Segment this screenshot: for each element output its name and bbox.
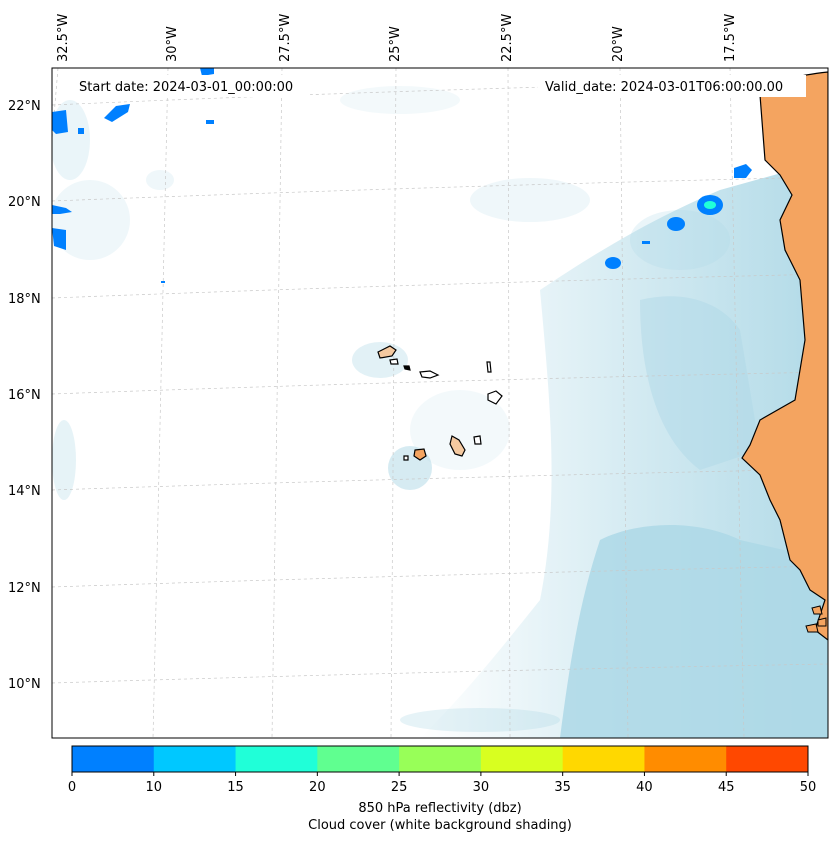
colorbar-swatch xyxy=(480,746,564,772)
colorbar-swatch xyxy=(399,746,482,772)
colorbar-frame xyxy=(71,745,809,773)
reflectivity-cell xyxy=(200,68,214,76)
reflectivity-cell xyxy=(78,128,84,134)
island-santa-luzia xyxy=(403,365,411,371)
start-date-text: Start date: 2024-03-01_00:00:00 xyxy=(79,80,293,95)
island-boa-vista xyxy=(487,390,503,405)
colorbar-tick-label: 35 xyxy=(554,780,571,795)
latitude-labels: 22°N 20°N 18°N 16°N 14°N 12°N 10°N xyxy=(8,99,41,692)
lon-label-25w: 25°W xyxy=(388,26,403,62)
reflectivity-cell xyxy=(206,120,214,124)
colorbar: 0 10 15 20 25 30 35 40 45 50 xyxy=(68,745,817,795)
lon-label-32-5w: 32.5°W xyxy=(56,14,71,62)
lat-label-18n: 18°N xyxy=(8,292,41,307)
map-frame xyxy=(51,67,829,739)
colorbar-label-reflectivity: 850 hPa reflectivity (dbz) xyxy=(358,801,522,816)
lon-label-17-5w: 17.5°W xyxy=(723,14,738,62)
reflectivity-cell xyxy=(642,241,650,244)
reflectivity-cells xyxy=(52,68,752,283)
reflectivity-cell xyxy=(52,205,72,214)
start-date-box: Start date: 2024-03-01_00:00:00 xyxy=(70,75,310,97)
lat-label-14n: 14°N xyxy=(8,484,41,499)
island-sao-vicente xyxy=(389,358,399,365)
island-maio xyxy=(473,435,482,445)
lon-label-27-5w: 27.5°W xyxy=(278,14,293,62)
longitude-labels: 32.5°W 30°W 27.5°W 25°W 22.5°W 20°W 17.5… xyxy=(56,14,738,62)
colorbar-swatch xyxy=(562,746,645,772)
cape-verde-islands xyxy=(377,345,503,461)
colorbar-swatch xyxy=(153,746,237,772)
island-brava xyxy=(403,455,409,461)
bissagos-islands xyxy=(805,605,827,633)
colorbar-tick-label: 25 xyxy=(391,780,408,795)
lat-label-16n: 16°N xyxy=(8,388,41,403)
colorbar-tick-label: 50 xyxy=(800,780,817,795)
colorbar-swatch xyxy=(317,746,400,772)
valid-date-box: Valid_date: 2024-03-01T06:00:00.00 xyxy=(538,75,806,97)
lon-label-22-5w: 22.5°W xyxy=(500,14,515,62)
reflectivity-cell xyxy=(161,281,165,283)
graticule-gridlines xyxy=(52,68,828,738)
colorbar-tick-label: 15 xyxy=(227,780,244,795)
island-santiago xyxy=(449,435,466,457)
reflectivity-cell-core xyxy=(704,201,716,209)
reflectivity-cell xyxy=(52,110,68,134)
colorbar-label-cloud-cover: Cloud cover (white background shading) xyxy=(308,818,572,833)
lat-label-10n: 10°N xyxy=(8,677,41,692)
lat-label-20n: 20°N xyxy=(8,195,41,210)
colorbar-swatch xyxy=(644,746,727,772)
colorbar-tick-label: 20 xyxy=(309,780,326,795)
colorbar-tick-label: 40 xyxy=(636,780,653,795)
lat-label-12n: 12°N xyxy=(8,581,41,596)
reflectivity-cell xyxy=(667,217,685,231)
island-fogo xyxy=(413,448,427,461)
reflectivity-cell xyxy=(734,164,752,178)
colorbar-tick-label: 10 xyxy=(146,780,163,795)
colorbar-swatch xyxy=(726,746,809,772)
colorbar-tick-label: 0 xyxy=(68,780,76,795)
colorbar-tick-label: 45 xyxy=(718,780,735,795)
lon-label-30w: 30°W xyxy=(165,26,180,62)
colorbar-tick-label: 30 xyxy=(473,780,490,795)
valid-date-text: Valid_date: 2024-03-01T06:00:00.00 xyxy=(545,80,783,95)
island-sal xyxy=(486,361,492,373)
lon-label-20w: 20°W xyxy=(611,26,626,62)
reflectivity-cell xyxy=(605,257,621,269)
map-area: Start date: 2024-03-01_00:00:00 Valid_da… xyxy=(52,68,828,738)
island-sao-nicolau xyxy=(419,370,440,379)
lat-label-22n: 22°N xyxy=(8,99,41,114)
reflectivity-cell xyxy=(104,104,130,122)
colorbar-swatch xyxy=(235,746,318,772)
island-santo-antao xyxy=(377,345,397,359)
colorbar-swatch xyxy=(72,746,155,772)
reflectivity-cell xyxy=(52,228,66,250)
cloud-cover-shading xyxy=(52,86,828,738)
